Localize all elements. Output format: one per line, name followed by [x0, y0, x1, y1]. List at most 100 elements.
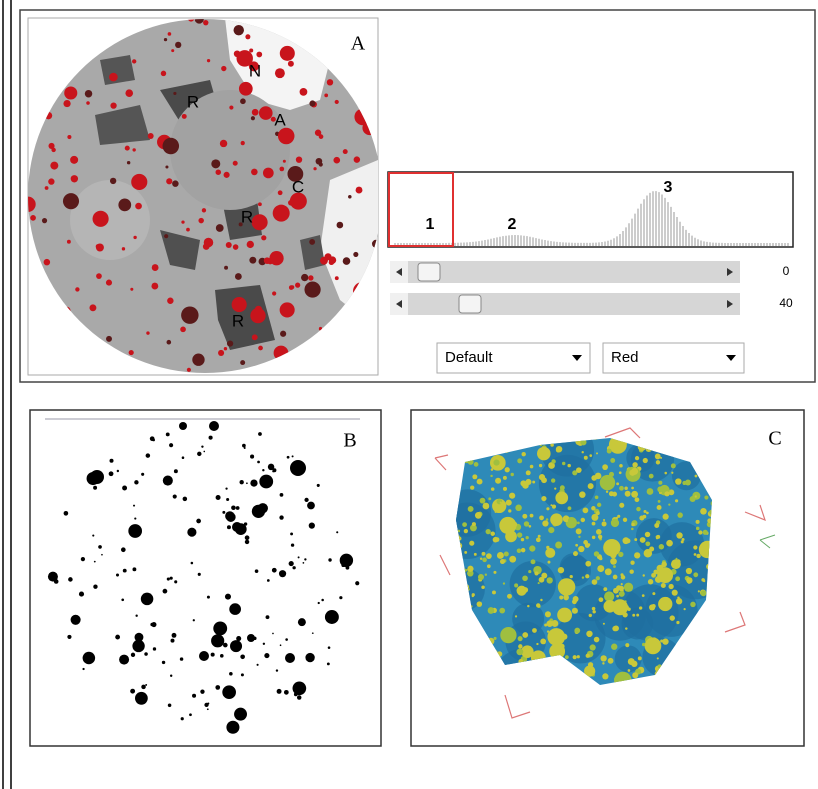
slider[interactable]: 40 — [390, 293, 793, 315]
pore — [225, 487, 227, 489]
pore — [130, 689, 135, 694]
pore — [574, 628, 580, 634]
pore — [251, 116, 255, 120]
pore — [354, 156, 360, 162]
pore — [470, 485, 474, 489]
pore — [70, 156, 78, 164]
pore — [221, 66, 226, 71]
pore — [234, 708, 247, 721]
pore — [280, 302, 295, 317]
slider-thumb[interactable] — [459, 295, 481, 313]
pore — [524, 521, 529, 526]
pore — [247, 241, 254, 248]
pore — [610, 558, 617, 565]
pore — [197, 452, 201, 456]
pore — [546, 620, 553, 627]
pore — [169, 443, 173, 447]
pore — [560, 634, 566, 640]
pore — [604, 591, 614, 601]
pore — [675, 499, 678, 502]
pore — [507, 594, 512, 599]
pore — [83, 652, 96, 665]
slider-track[interactable] — [390, 261, 740, 283]
pore — [172, 180, 178, 186]
image-label: R — [232, 311, 244, 330]
pore — [658, 481, 662, 485]
pore — [607, 449, 612, 454]
pore — [196, 519, 201, 524]
dropdown[interactable]: Default — [437, 343, 590, 373]
pore — [584, 456, 588, 460]
pore — [635, 456, 639, 460]
pore — [631, 491, 638, 498]
pore — [486, 553, 492, 559]
pore — [256, 52, 262, 58]
pore — [695, 475, 698, 478]
pore — [64, 86, 77, 99]
pore — [568, 518, 573, 523]
pore — [582, 576, 584, 578]
pore — [329, 260, 334, 265]
slider-track[interactable] — [390, 293, 740, 315]
pore — [548, 527, 554, 533]
pore — [272, 291, 276, 295]
pore — [558, 567, 564, 573]
pore — [122, 247, 125, 250]
pore — [486, 529, 491, 534]
pore — [698, 530, 702, 534]
pore — [686, 568, 692, 574]
pore — [171, 49, 174, 52]
pore — [333, 157, 340, 164]
pore — [599, 597, 604, 602]
pore — [229, 603, 241, 615]
pore — [492, 590, 496, 594]
pore — [517, 458, 522, 463]
pore — [252, 109, 259, 116]
pore — [568, 506, 572, 510]
pore — [521, 650, 523, 652]
pore — [288, 61, 294, 67]
pore — [645, 541, 650, 546]
pore — [472, 522, 476, 526]
pore — [605, 568, 612, 575]
pore — [250, 308, 265, 323]
pore — [193, 619, 195, 621]
pore — [534, 571, 538, 575]
pore — [199, 651, 209, 661]
pore — [602, 464, 608, 470]
pore — [181, 220, 184, 223]
pore — [183, 497, 188, 502]
pore — [522, 587, 528, 593]
pore — [144, 652, 148, 656]
slider-thumb[interactable] — [418, 263, 440, 281]
pore — [658, 500, 661, 503]
dropdown[interactable]: Red — [603, 343, 744, 373]
pore — [541, 477, 547, 483]
pore — [666, 540, 673, 547]
pore — [135, 203, 142, 210]
pore — [307, 502, 315, 510]
pore — [343, 149, 348, 154]
pore — [201, 445, 203, 447]
pore — [693, 572, 698, 577]
pore — [234, 25, 244, 35]
slider[interactable]: 0 — [390, 261, 790, 283]
pore — [304, 558, 306, 560]
pore — [303, 562, 305, 564]
pore — [545, 611, 551, 617]
pore — [525, 479, 531, 485]
pore — [500, 627, 516, 643]
pore — [220, 654, 224, 658]
pore — [684, 608, 686, 610]
pore — [266, 615, 270, 619]
pore — [151, 622, 156, 627]
pore — [264, 653, 269, 658]
pore — [163, 475, 173, 485]
pore — [204, 703, 208, 707]
pore — [514, 583, 518, 587]
pore — [279, 167, 284, 172]
pore — [258, 346, 263, 351]
pore — [619, 471, 622, 474]
pore — [528, 646, 532, 650]
pore — [242, 444, 246, 448]
